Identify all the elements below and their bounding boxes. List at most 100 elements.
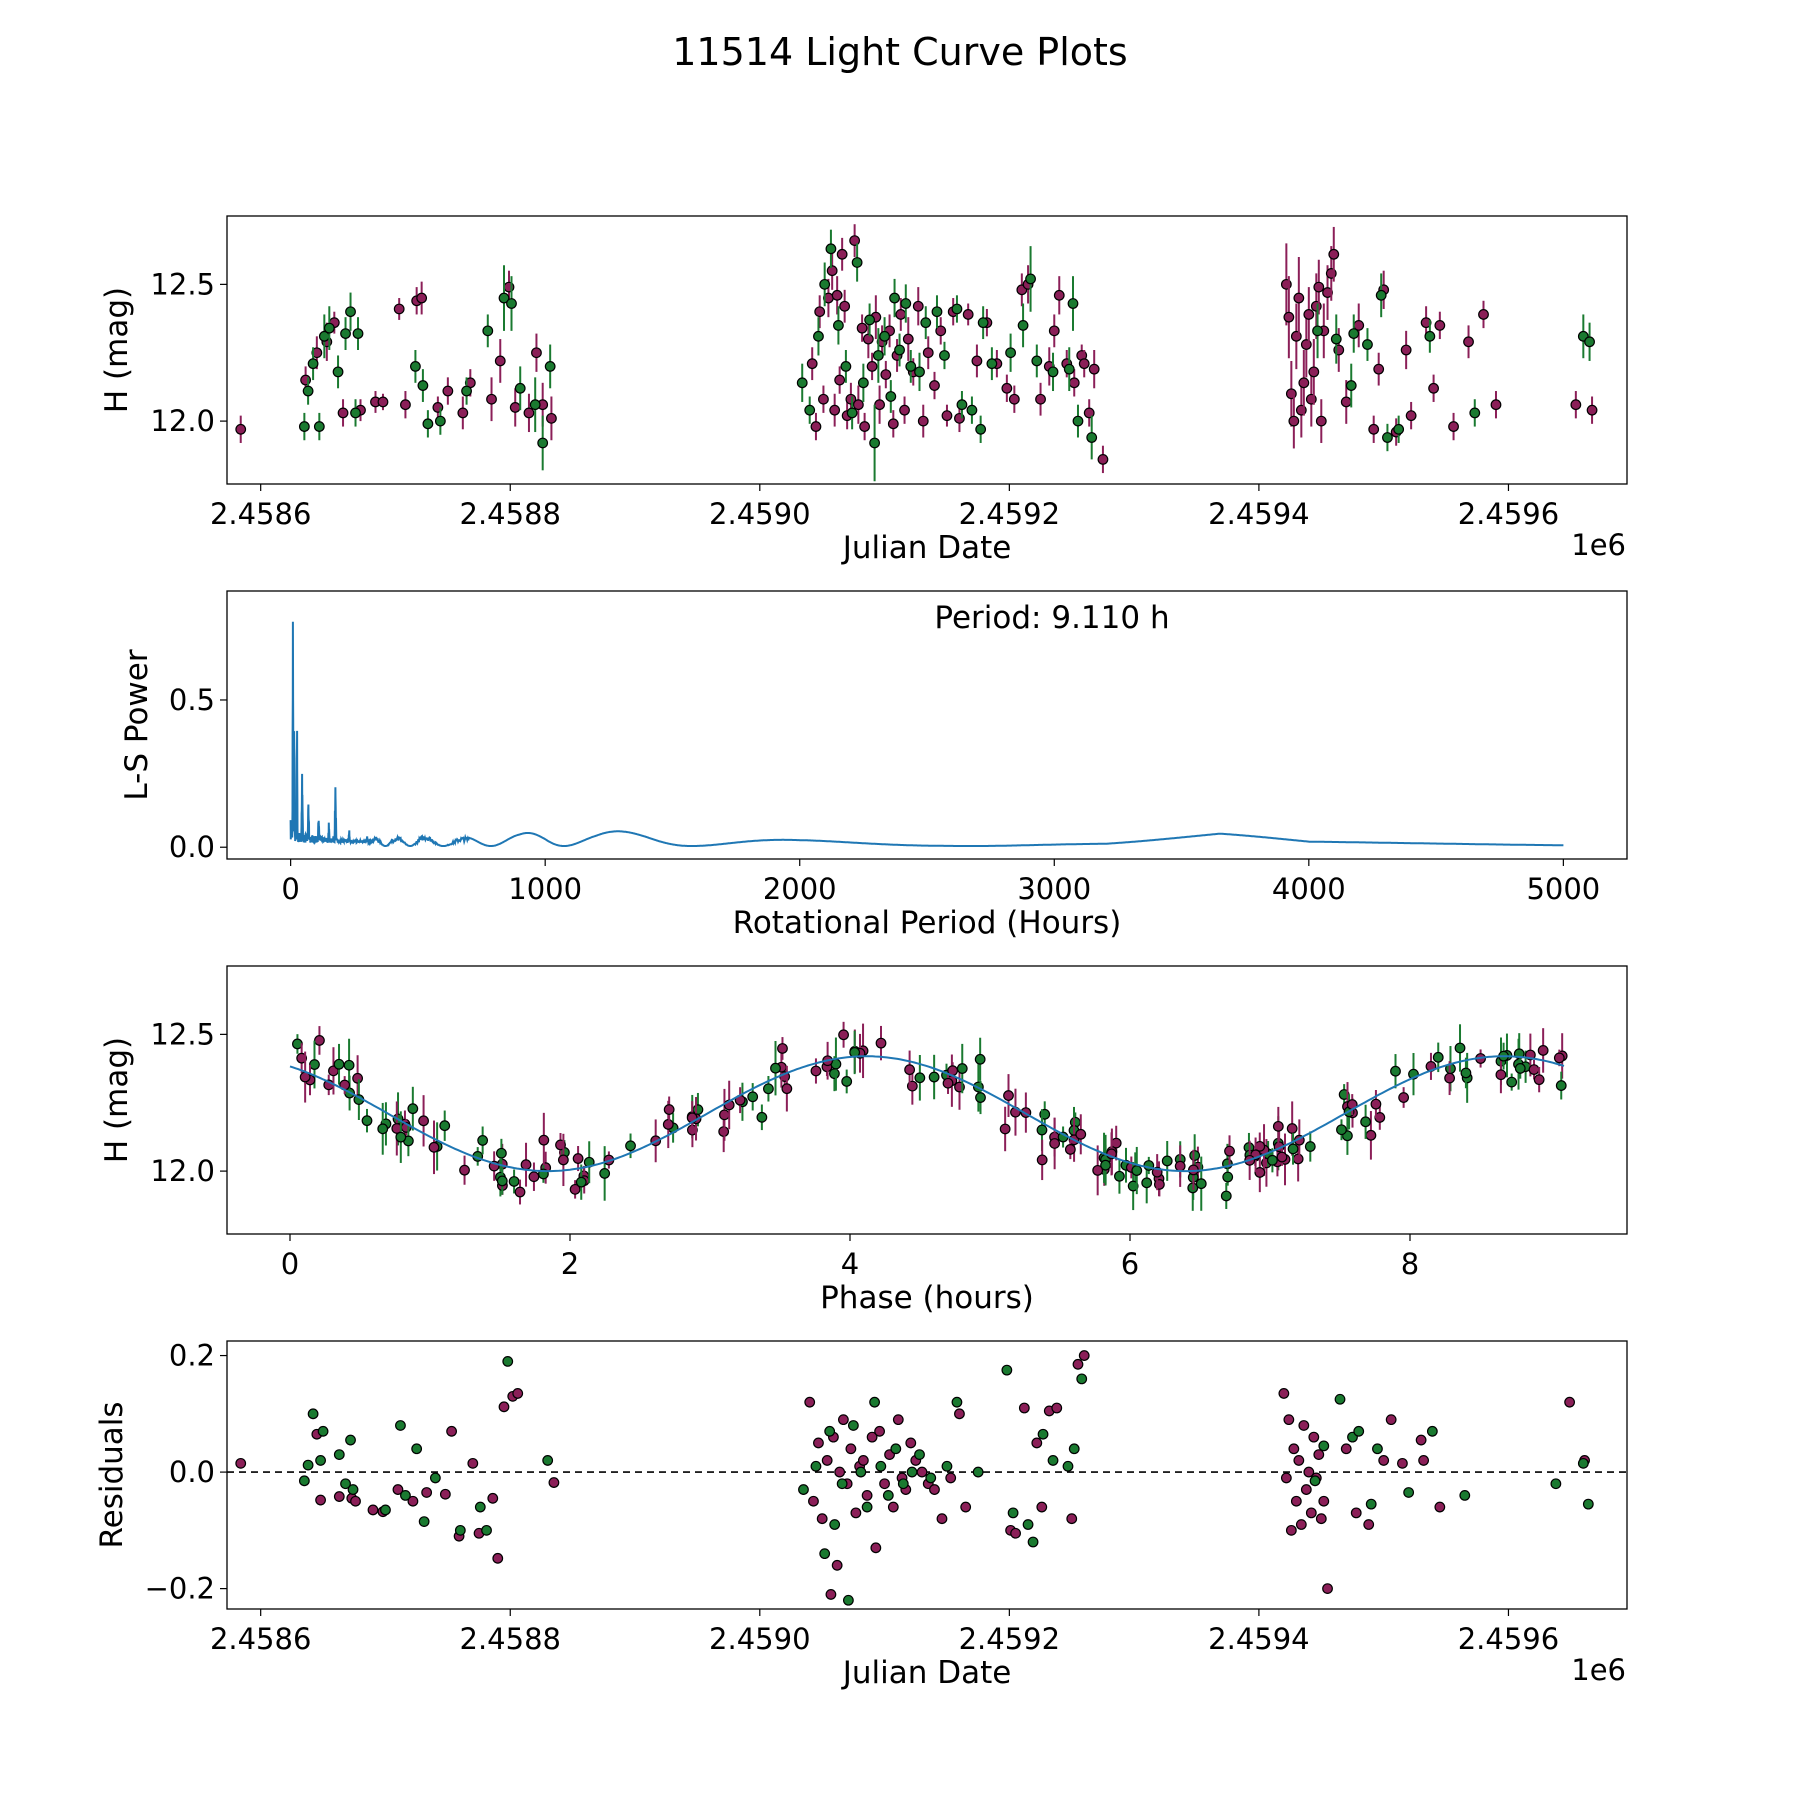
phased-point [1075, 1128, 1087, 1140]
phased-point [1153, 1179, 1165, 1190]
phased-point [770, 1062, 781, 1074]
phased-point [309, 1059, 320, 1070]
phased-point [496, 1175, 508, 1187]
lightcurve-series_a-point [1083, 407, 1095, 419]
lightcurve-series_a-point [1373, 363, 1385, 375]
residuals-series_b-point [869, 1396, 880, 1408]
residuals-series_b-point [824, 1425, 836, 1437]
lightcurve-series_a-point [337, 407, 349, 419]
residuals-series_a-point [392, 1484, 404, 1495]
residuals-series_a-point [1397, 1457, 1408, 1469]
residuals-series_a-point [407, 1495, 419, 1507]
phased-point [1454, 1042, 1466, 1054]
residuals-series_b-point [1027, 1536, 1039, 1548]
lightcurve-series_a-point [311, 347, 323, 359]
residuals-series_b-point [897, 1478, 909, 1490]
periodogram-xtick-label: 4000 [1272, 872, 1346, 906]
lightcurve-series_b-point [544, 361, 556, 372]
residuals-series_a-point [850, 1507, 862, 1519]
residuals-series_a-point [813, 1437, 824, 1449]
residuals-series_a-point [1288, 1443, 1300, 1455]
residuals-series_b-point [340, 1478, 351, 1490]
phased-xtick-label: 4 [841, 1247, 859, 1281]
lightcurve-series_b-point [1362, 339, 1373, 350]
phased-point [296, 1052, 308, 1064]
lightcurve-series_b-point [914, 366, 925, 378]
lightcurve-series_b-point [879, 330, 890, 342]
lightcurve-series_a-point [852, 399, 864, 411]
phased-point [1189, 1150, 1201, 1161]
residuals-series_a-point [1378, 1455, 1390, 1466]
phased-point [974, 1053, 986, 1065]
lightcurve-series_b-point [340, 328, 351, 339]
lightcurve-series_a-point [377, 396, 389, 408]
lightcurve-series_a-point [1303, 309, 1315, 320]
lightcurve-series_a-point [866, 361, 878, 372]
lightcurve-series_a-point [1490, 399, 1502, 411]
residuals-series_a-point [467, 1457, 479, 1469]
phased-point [1224, 1145, 1235, 1157]
lightcurve-xtick-label: 2.4588 [460, 497, 561, 531]
lightcurve-series_a-point [1405, 410, 1417, 422]
periodogram-ticks: 0 1000 2000 3000 4000 5000 0.0 0.5 [169, 683, 1600, 906]
residuals-series_b-point [855, 1466, 867, 1478]
lightcurve-series_b-point [350, 407, 361, 419]
phased-point [942, 1077, 954, 1089]
residuals-series_a-point [845, 1443, 857, 1455]
residuals-series_a-point [870, 1542, 882, 1554]
lightcurve-series_b-point [846, 407, 858, 419]
residuals-series_a-point [916, 1466, 928, 1478]
residuals-series_b-point [836, 1478, 848, 1490]
phased-point [1276, 1151, 1288, 1163]
lightcurve-ticks: 2.4586 2.4588 2.4590 2.4592 2.4594 2.4596 12.0… [150, 267, 1559, 531]
phased-point [829, 1068, 840, 1080]
phased-point [1114, 1170, 1125, 1182]
residuals-series_a-point [235, 1457, 247, 1469]
residuals-series_b-point [1353, 1425, 1365, 1437]
residuals-series_a-point [1072, 1358, 1084, 1370]
phased-point [999, 1123, 1011, 1135]
lightcurve-xtick-label: 2.4586 [210, 497, 311, 531]
lightcurve-series_a-point [1322, 287, 1333, 298]
lightcurve-ytick-label: 12.5 [150, 267, 215, 301]
residuals-series_b-point [1372, 1443, 1383, 1455]
phased-point [314, 1035, 325, 1046]
phased-point [377, 1123, 389, 1135]
lightcurve-series_b-point [323, 322, 335, 334]
lightcurve-series_b-point [417, 380, 429, 391]
lightcurve-series_b-point [956, 399, 968, 411]
residuals-series_a-point [1434, 1501, 1446, 1513]
lightcurve-series_b-point [514, 382, 526, 394]
residuals-series_b-point [1309, 1475, 1321, 1487]
residuals-series_b-point [302, 1459, 314, 1471]
residuals-marks [227, 1350, 1627, 1606]
phased-point [1127, 1180, 1139, 1192]
residuals-series_a-point [1031, 1437, 1043, 1449]
residuals-series_b-point [847, 1420, 859, 1431]
residuals-series_a-point [804, 1396, 816, 1408]
lightcurve-series_b-point [872, 350, 884, 361]
phased-point [1141, 1177, 1153, 1189]
residuals-series_a-point [1415, 1434, 1427, 1446]
residuals-series_a-point [1300, 1484, 1312, 1495]
residuals-series_a-point [945, 1472, 957, 1484]
lightcurve-series_a-point [818, 393, 829, 405]
lightcurve-series_b-point [1348, 328, 1360, 339]
phased-point [777, 1043, 788, 1054]
lightcurve-series_a-point [1428, 382, 1439, 394]
lightcurve-series_a-point [523, 407, 535, 419]
residuals-series_a-point [1308, 1431, 1320, 1443]
lightcurve-series_a-point [1293, 292, 1305, 304]
phased-point [495, 1147, 507, 1159]
phased-point [838, 1029, 849, 1041]
phased-point [1370, 1098, 1382, 1110]
lightcurve-series_a-point [880, 369, 892, 381]
phased-point [569, 1183, 581, 1195]
lightcurve-series_a-point [1048, 325, 1060, 337]
residuals-series_a-point [421, 1487, 433, 1498]
phased-ticks: 0 2 4 6 8 12.0 12.5 [150, 1017, 1419, 1281]
residuals-series_a-point [1293, 1455, 1305, 1466]
lightcurve-series_a-point [442, 385, 454, 397]
residuals-series_a-point [439, 1488, 451, 1500]
residuals-series_a-point [1283, 1414, 1295, 1426]
